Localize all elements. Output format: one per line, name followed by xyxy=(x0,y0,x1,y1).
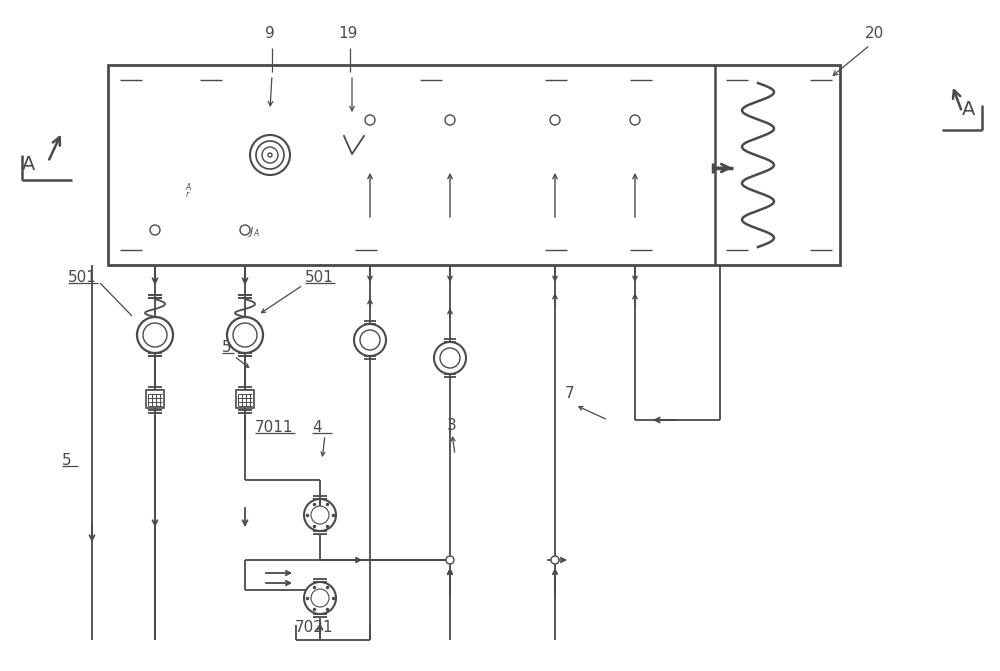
Circle shape xyxy=(440,348,460,368)
Bar xyxy=(146,390,164,408)
Text: 7021: 7021 xyxy=(295,620,334,635)
Circle shape xyxy=(354,324,386,356)
Text: $^A_r$: $^A_r$ xyxy=(185,182,192,201)
Circle shape xyxy=(304,582,336,614)
Bar xyxy=(108,65,840,265)
Circle shape xyxy=(262,147,278,163)
Text: $J_A$: $J_A$ xyxy=(248,225,260,239)
Circle shape xyxy=(233,323,257,347)
Circle shape xyxy=(550,115,560,125)
Circle shape xyxy=(365,115,375,125)
Circle shape xyxy=(143,323,167,347)
Circle shape xyxy=(256,141,284,169)
Circle shape xyxy=(268,153,272,157)
Circle shape xyxy=(630,115,640,125)
Bar xyxy=(236,390,254,408)
Circle shape xyxy=(360,330,380,350)
Circle shape xyxy=(551,556,559,564)
Circle shape xyxy=(150,225,160,235)
Circle shape xyxy=(227,317,263,353)
Text: 9: 9 xyxy=(265,26,275,41)
Circle shape xyxy=(446,556,454,564)
Text: 7: 7 xyxy=(565,386,575,401)
Circle shape xyxy=(434,342,466,374)
Circle shape xyxy=(311,506,329,524)
Text: A: A xyxy=(22,155,35,174)
Circle shape xyxy=(240,225,250,235)
Circle shape xyxy=(250,135,290,175)
Text: 5: 5 xyxy=(62,453,72,468)
Text: 7011: 7011 xyxy=(255,420,294,435)
Circle shape xyxy=(311,589,329,607)
Text: 20: 20 xyxy=(865,26,885,41)
Text: A: A xyxy=(962,100,975,119)
Circle shape xyxy=(304,499,336,531)
Text: 4: 4 xyxy=(312,420,322,435)
Text: 501: 501 xyxy=(68,270,97,285)
Text: 501: 501 xyxy=(305,270,334,285)
Text: 5: 5 xyxy=(222,340,232,355)
Text: 3: 3 xyxy=(447,418,457,433)
Circle shape xyxy=(445,115,455,125)
Circle shape xyxy=(137,317,173,353)
Text: 19: 19 xyxy=(338,26,358,41)
